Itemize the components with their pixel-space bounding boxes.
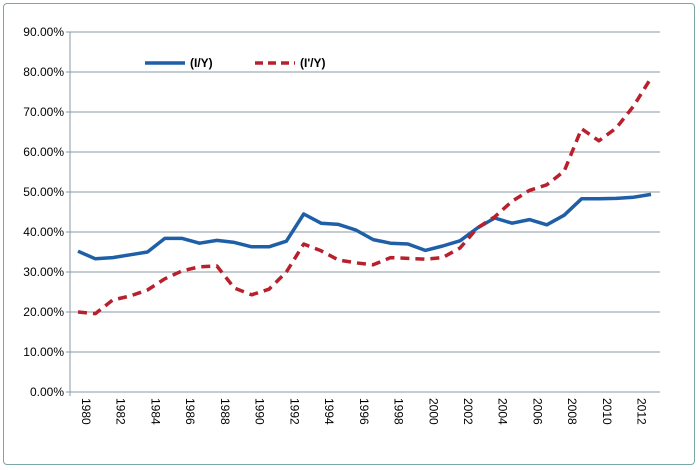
y-tick-label: 90.00% xyxy=(23,25,64,39)
y-tick-label: 30.00% xyxy=(23,265,64,279)
legend-label-i-prime-y: (I'/Y) xyxy=(300,56,326,70)
x-tick-label: 2008 xyxy=(565,398,579,425)
x-tick-label: 1982 xyxy=(114,398,128,425)
legend-label-i-y: (I/Y) xyxy=(190,56,213,70)
y-tick-label: 60.00% xyxy=(23,145,64,159)
x-tick-label: 2010 xyxy=(600,398,614,425)
x-tick-label: 1992 xyxy=(287,398,301,425)
series-line-i-y xyxy=(77,192,652,261)
x-tick-label: 1980 xyxy=(79,398,93,425)
x-tick-label: 1996 xyxy=(357,398,371,425)
x-tick-label: 1990 xyxy=(253,398,267,425)
y-tick-label: 80.00% xyxy=(23,65,64,79)
x-tick-label: 2006 xyxy=(530,398,544,425)
x-tick-label: 1988 xyxy=(218,398,232,425)
x-tick-label: 1986 xyxy=(183,398,197,425)
y-tick-label: 70.00% xyxy=(23,105,64,119)
x-tick-label: 2000 xyxy=(426,398,440,425)
x-tick-label: 1998 xyxy=(392,398,406,425)
y-tick-label: 20.00% xyxy=(23,305,64,319)
x-tick-label: 2012 xyxy=(635,398,649,425)
y-tick-label: 50.00% xyxy=(23,185,64,199)
x-tick-label: 1994 xyxy=(322,398,336,425)
y-tick-label: 40.00% xyxy=(23,225,64,239)
chart-frame xyxy=(3,3,695,465)
x-tick-label: 2002 xyxy=(461,398,475,425)
y-tick-label: 10.00% xyxy=(23,345,64,359)
y-tick-label: 0.00% xyxy=(30,385,64,399)
x-tick-label: 1984 xyxy=(148,398,162,425)
x-tick-label: 2004 xyxy=(496,398,510,425)
series-line-i-prime-y xyxy=(77,77,653,316)
